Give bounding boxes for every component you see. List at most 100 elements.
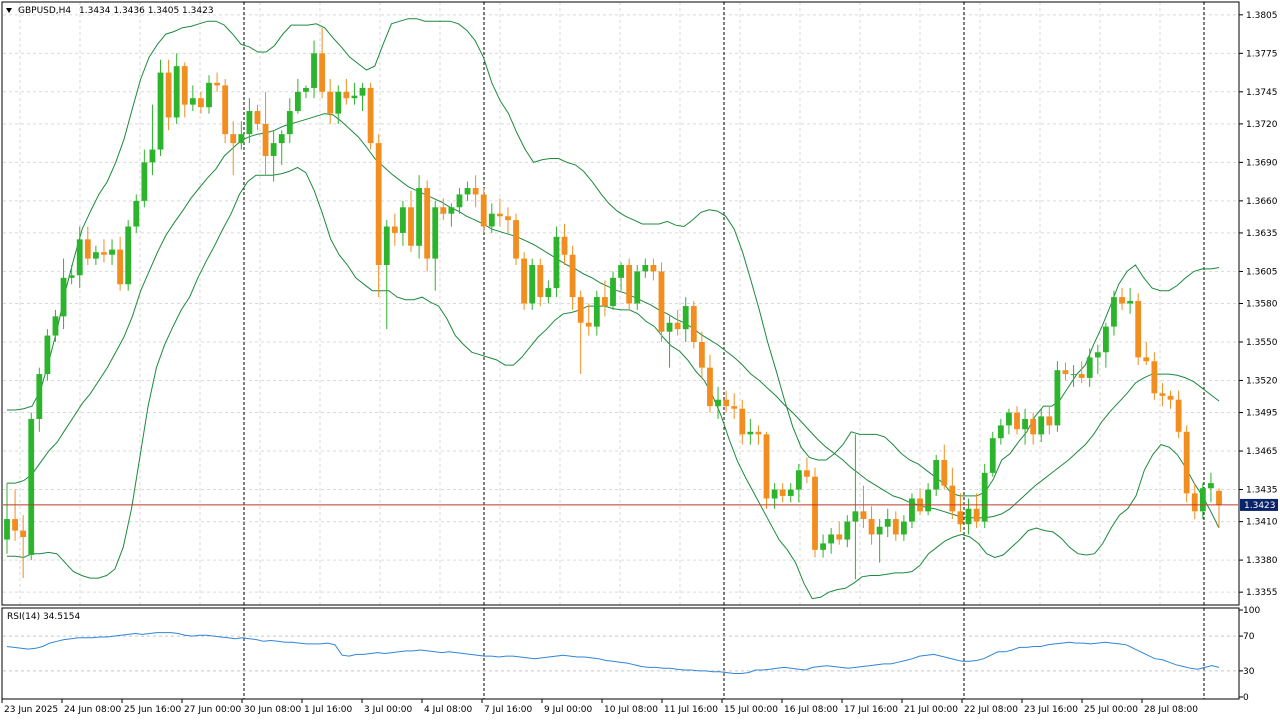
time-tick-label: 22 Jul 08:00 [964,705,1018,715]
bollinger-upper [7,18,1220,497]
candle-body [828,534,835,544]
current-price-tag: 1.3423 [1240,498,1278,511]
candle-body [92,252,99,259]
time-tick-label: 10 Jul 08:00 [604,705,658,715]
candle-body [569,254,576,298]
candle-body [1046,416,1053,426]
candle-body [157,72,164,150]
time-tick-label: 28 Jul 08:00 [1144,705,1198,715]
candle-body [68,275,75,278]
rsi-line [6,632,1220,674]
candle-body [1175,399,1182,432]
candle-body [763,434,770,499]
candle-body [626,265,633,304]
time-tick-label: 17 Jul 16:00 [844,705,898,715]
candle-body [1199,488,1206,512]
candle-body [682,306,689,330]
candle-body [747,431,754,435]
candle-body [1102,326,1109,353]
current-price-label: 1.3423 [1244,501,1276,511]
candle-body [1208,483,1214,489]
price-tick-label: 1.3690 [1246,158,1278,168]
candle-body [723,399,730,407]
time-tick-label: 9 Jul 00:00 [544,705,593,715]
time-tick-label: 24 Jun 08:00 [64,705,121,715]
candle-body [529,265,536,304]
candle-body [1167,395,1174,400]
candle-body [666,322,673,332]
price-tick-label: 1.3410 [1246,518,1278,528]
candle-body [76,239,83,276]
candle-body [141,162,148,201]
candle-body [989,438,996,473]
candlestick-series [4,27,1222,580]
candle-body [303,87,309,92]
candle-body [359,87,366,96]
candle-body [973,508,980,522]
candle-body [1216,490,1222,505]
candle-body [521,258,528,304]
candle-body [981,472,988,522]
candle-body [804,470,810,477]
candle-body [496,213,503,217]
candle-body [52,316,59,336]
time-tick-label: 4 Jul 08:00 [424,705,473,715]
price-tick-label: 1.3745 [1246,88,1278,98]
triangle-down-icon[interactable] [6,8,12,13]
candle-body [181,66,188,105]
candle-body [109,249,115,255]
candle-body [319,53,326,92]
candle-body [585,322,592,327]
candle-body [20,530,27,538]
candle-body [1086,357,1093,378]
price-tick-label: 1.3580 [1246,300,1278,310]
time-tick-label: 25 Jul 00:00 [1084,705,1138,715]
candle-body [165,72,172,118]
candle-body [658,271,665,332]
candle-body [925,489,932,512]
price-tick-label: 1.3435 [1246,486,1278,496]
rsi-indicator [3,632,1238,674]
candle-body [698,341,705,368]
time-tick-label: 30 Jun 08:00 [244,705,301,715]
candle-body [480,194,487,227]
candle-body [440,207,447,214]
candle-body [117,249,124,285]
candle-body [860,511,867,520]
candle-body [391,226,398,233]
candle-body [795,470,802,490]
candle-body [577,297,584,323]
candle-body [731,406,738,409]
time-tick-label: 16 Jul 08:00 [784,705,838,715]
candle-body [997,425,1004,439]
time-tick-label: 15 Jul 00:00 [724,705,778,715]
candle-body [642,265,649,272]
rsi-tick-label: 100 [1243,606,1260,616]
candle-body [1022,418,1028,430]
candle-body [456,194,463,208]
candle-body [1030,418,1037,435]
candle-body [812,476,818,550]
candle-body [1014,412,1020,430]
candle-body [488,213,495,227]
candle-body [1078,374,1085,378]
candle-body [965,508,972,525]
candle-body [1151,361,1158,394]
candle-body [206,82,212,108]
candle-body [84,239,91,259]
candle-body [1094,352,1101,358]
candle-body [238,134,245,144]
grid-lines [3,2,1238,605]
candle-body [448,207,455,214]
candle-body [933,460,940,490]
candle-body [286,111,293,135]
time-tick-label: 25 Jun 16:00 [124,705,181,715]
candle-body [149,149,156,163]
candle-body [408,207,414,246]
candle-body [400,207,406,233]
candle-body [957,511,964,525]
candle-body [1119,297,1125,304]
candle-body [707,367,713,407]
